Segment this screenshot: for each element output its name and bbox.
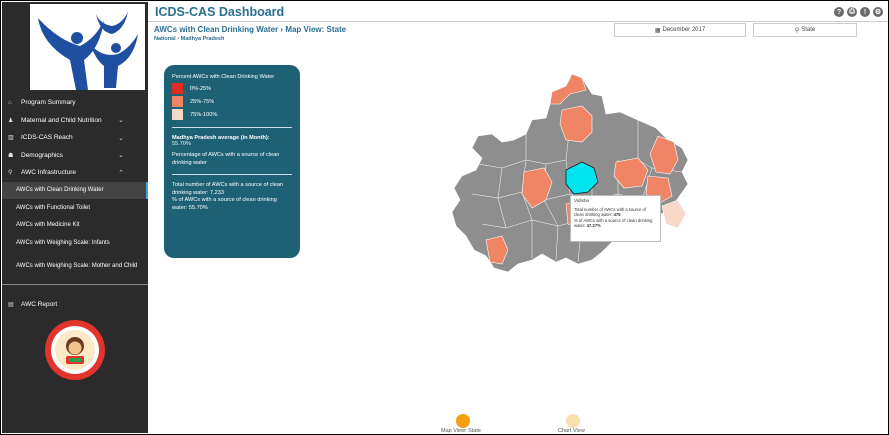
tooltip-total-label: Total number of AWCs with a source of cl… (574, 206, 646, 218)
sidebar-item-icds-cas-reach[interactable]: ▥ ICDS-CAS Reach ⌄ (2, 129, 148, 147)
home-icon: ⌂ (8, 99, 12, 106)
map-region-mid[interactable] (549, 73, 587, 105)
sidebar-item-awc-report[interactable]: ▤ AWC Report (2, 296, 148, 314)
bar-chart-icon: ▥ (8, 135, 14, 142)
tooltip-district: Vidisha (574, 198, 589, 203)
sidebar-item-label: AWC Report (21, 301, 58, 309)
chevron-down-icon: ⌄ (118, 152, 124, 160)
chevron-down-icon: ⌄ (118, 117, 124, 125)
map-region-mid[interactable] (559, 105, 593, 143)
legend-range-2: 75%-100% (172, 109, 292, 120)
breadcrumb-state: Madhya Pradesh (180, 36, 225, 42)
header-actions: ? ⎙ ! ⚙ (834, 7, 883, 17)
legend-percent: % of AWCs with a source of clean drinkin… (172, 197, 277, 211)
report-view: Map View: State (285, 25, 347, 34)
month-filter[interactable]: ▦ December 2017 (614, 23, 746, 37)
chart-view-dot[interactable] (566, 414, 580, 428)
chevron-right-icon: › (177, 36, 180, 42)
district-tooltip: Vidisha Total number of AWCs with a sour… (570, 195, 661, 242)
header-divider (148, 21, 887, 22)
map-region-mid[interactable] (649, 135, 679, 175)
sidebar-subitem-weighing-scale-mother-child[interactable]: AWCs with Weighing Scale: Mother and Chi… (16, 262, 138, 269)
breadcrumb: National › Madhya Pradesh (154, 36, 224, 42)
legend-range-0: 0%-25% (172, 83, 292, 94)
sidebar-item-maternal-child-nutrition[interactable]: ♟ Maternal and Child Nutrition ⌄ (2, 112, 148, 130)
tooltip-percent-label: % of AWCs with a source of clean drinkin… (574, 217, 653, 229)
legend-avg-label: Madhya Pradesh average (in Month): (172, 135, 270, 141)
alert-icon[interactable]: ! (860, 7, 870, 17)
location-filter[interactable]: ⚲ State (753, 23, 857, 37)
map-marker-icon: ⚲ (794, 27, 800, 34)
sidebar-nav: ⌂ Program Summary ♟ Maternal and Child N… (2, 94, 148, 280)
map-region-mid[interactable] (613, 157, 649, 189)
legend-range-label: 0%-25% (190, 85, 212, 92)
chevron-down-icon: ⌄ (118, 134, 124, 142)
chevron-up-icon: ⌃ (118, 169, 124, 177)
legend-swatch (172, 109, 183, 120)
map-region-mid[interactable] (485, 235, 509, 265)
sidebar: ⌂ Program Summary ♟ Maternal and Child N… (2, 2, 148, 433)
help-icon[interactable]: ? (834, 7, 844, 17)
map-view-dot[interactable] (456, 414, 470, 428)
map-region-selected[interactable] (565, 161, 599, 195)
sidebar-divider (2, 284, 148, 285)
gear-icon[interactable]: ⚙ (873, 7, 883, 17)
chevron-right-icon: › (280, 25, 284, 34)
sidebar-item-label: ICDS-CAS Reach (21, 134, 73, 142)
page-title: ICDS-CAS Dashboard (155, 5, 285, 19)
report-indicator: AWCs with Clean Drinking Water (154, 25, 279, 34)
sidebar-subitem-functional-toilet[interactable]: AWCs with Functional Toilet (16, 204, 91, 211)
legend-divider (172, 127, 292, 128)
map-view-label[interactable]: Map View: State (441, 428, 481, 434)
sidebar-subitem-medicine-kit[interactable]: AWCs with Medicine Kit (16, 222, 80, 229)
main-content: ICDS-CAS Dashboard ? ⎙ ! ⚙ AWCs with Cle… (148, 2, 887, 434)
sidebar-item-label: Demographics (21, 151, 63, 159)
report-title: AWCs with Clean Drinking Water › Map Vie… (154, 25, 346, 34)
sidebar-subitem-weighing-scale-infants[interactable]: AWCs with Weighing Scale: Infants (16, 239, 110, 246)
legend-swatch (172, 96, 183, 107)
sidebar-item-label: AWC Infrastructure (21, 169, 77, 177)
legend-range-label: 25%-75% (190, 98, 215, 105)
legend-avg-value: 55.70% (172, 141, 191, 147)
chart-view-label[interactable]: Chart View (558, 428, 585, 434)
legend-avg-desc: Percentage of AWCs with a source of clea… (172, 152, 280, 166)
sidebar-item-demographics[interactable]: ☗ Demographics ⌄ (2, 147, 148, 165)
table-icon: ▤ (8, 302, 14, 309)
month-filter-value: December 2017 (662, 27, 706, 33)
map-legend: Percent AWCs with Clean Drinking Water 0… (164, 65, 300, 258)
awc-report-row[interactable]: ▤ AWC Report (2, 296, 148, 314)
sidebar-subitem-clean-drinking-water[interactable]: AWCs with Clean Drinking Water (2, 181, 148, 199)
person-icon: ♟ (8, 117, 14, 124)
legend-swatch (172, 83, 183, 94)
legend-range-1: 25%-75% (172, 96, 292, 107)
tooltip-percent: % of AWCs with a source of clean drinkin… (574, 218, 657, 229)
tooltip-total: Total number of AWCs with a source of cl… (574, 207, 657, 218)
legend-title: Percent AWCs with Clean Drinking Water (172, 74, 275, 80)
map-region-mid[interactable] (521, 167, 553, 209)
sidebar-item-label: Maternal and Child Nutrition (21, 116, 102, 124)
state-map[interactable] (442, 64, 722, 274)
legend-range-label: 75%-100% (190, 111, 218, 118)
tooltip-percent-value: 47.27% (586, 223, 601, 229)
legend-total: Total number of AWCs with a source of cl… (172, 182, 284, 196)
legend-divider (172, 174, 292, 175)
breadcrumb-national[interactable]: National (154, 36, 176, 42)
map-region-light[interactable] (661, 199, 687, 229)
icds-logo (30, 4, 145, 90)
logo-area (2, 2, 148, 90)
sidebar-item-awc-infrastructure[interactable]: ⚲ AWC Infrastructure ⌃ (2, 164, 148, 182)
tooltip-total-value: 476 (613, 212, 621, 218)
sidebar-item-label: Program Summary (21, 99, 76, 107)
group-icon: ☗ (8, 152, 14, 159)
calendar-icon: ▦ (654, 27, 661, 34)
beti-bachao-emblem (45, 320, 105, 380)
location-filter-value: State (801, 27, 816, 33)
print-icon[interactable]: ⎙ (847, 7, 857, 17)
map-marker-icon: ⚲ (8, 170, 13, 177)
sidebar-item-program-summary[interactable]: ⌂ Program Summary (2, 94, 148, 112)
